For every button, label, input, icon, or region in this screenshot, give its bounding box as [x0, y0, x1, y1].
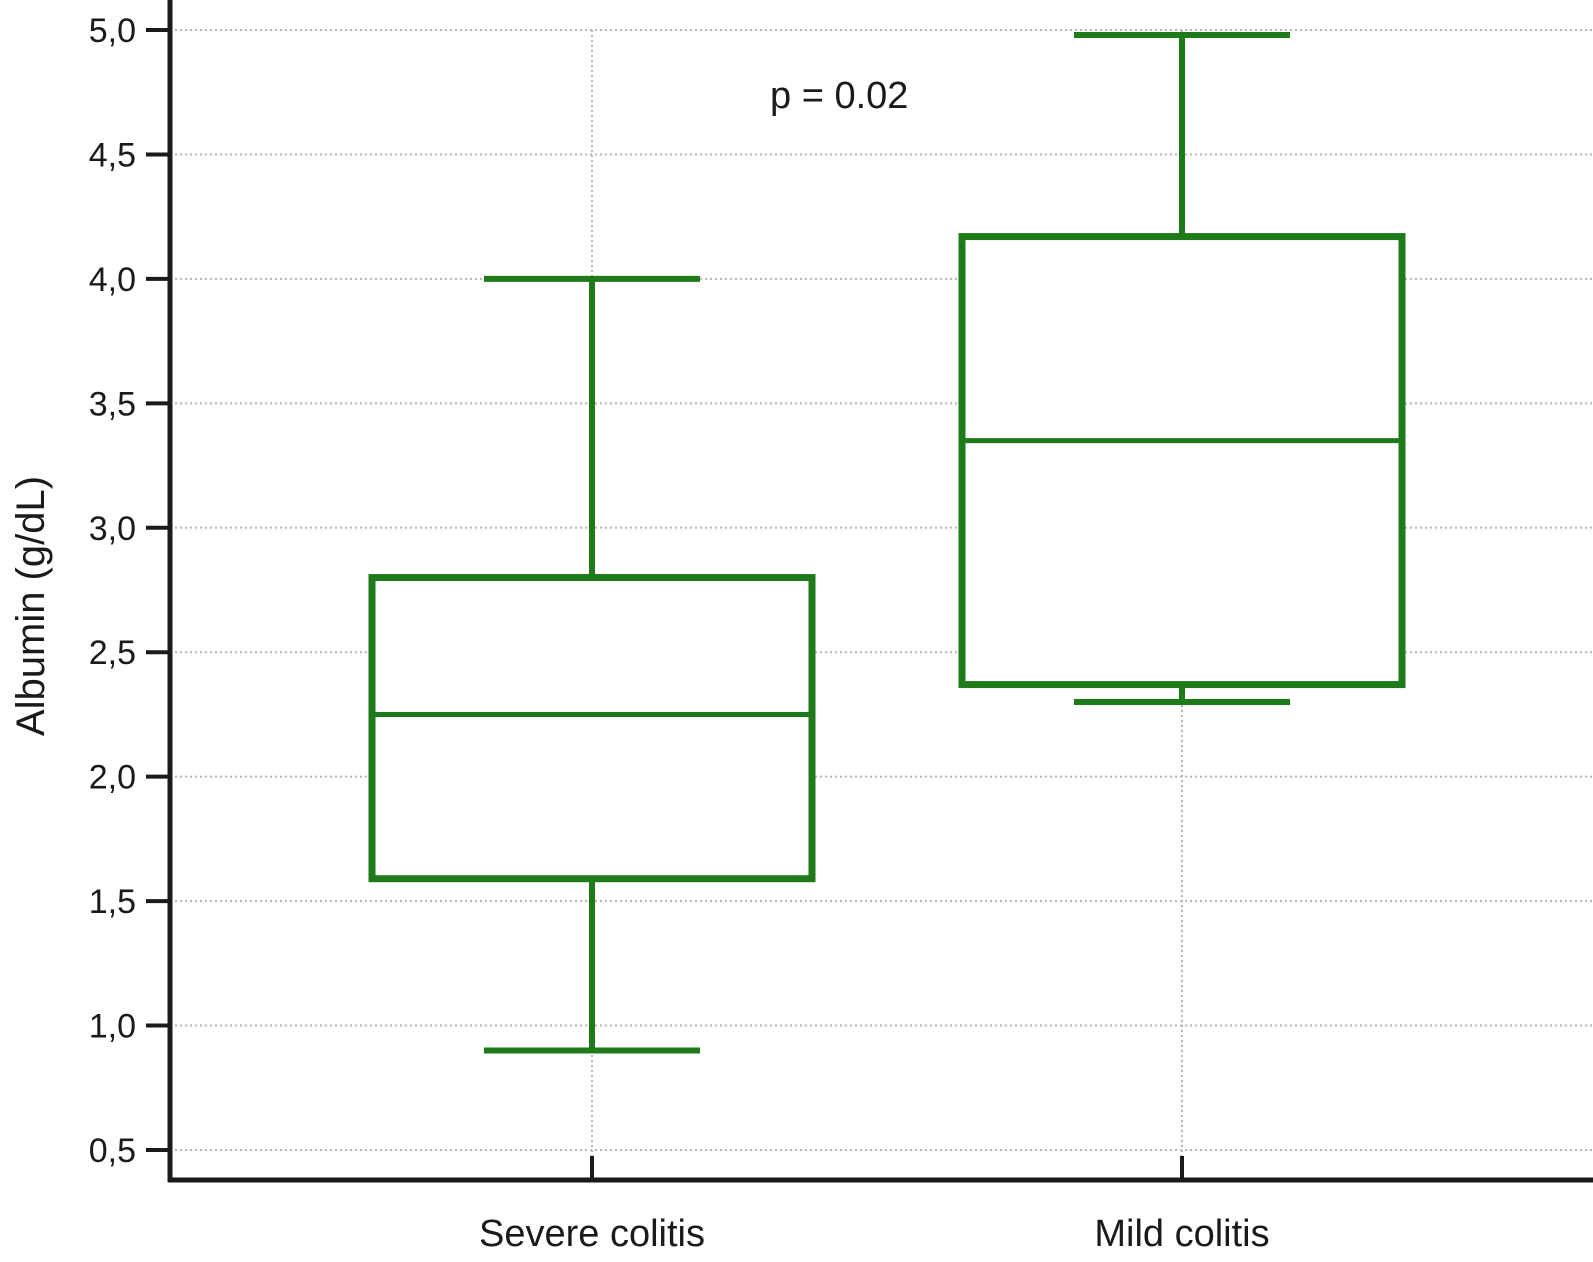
labels: Albumin (g/dL) p = 0.02 0,5 1,0 1,5 2,0 2,5 3…: [9, 12, 1270, 1255]
iqr-box: [958, 233, 1406, 689]
p-value-annotation: p = 0.02: [770, 75, 908, 117]
y-tick-label: 2,5: [89, 634, 136, 672]
y-tick-label: 1,0: [89, 1008, 136, 1046]
y-tick-label: 5,0: [89, 12, 136, 50]
y-tick-label: 4,0: [89, 261, 136, 299]
y-tick-label: 2,0: [89, 759, 136, 797]
y-tick-label: 4,5: [89, 136, 136, 174]
x-category-label: Mild colitis: [1094, 1213, 1269, 1255]
box-mild-colitis: [958, 31, 1406, 705]
axes: [146, 0, 1593, 1183]
y-tick-label: 3,0: [89, 510, 136, 548]
x-category-label: Severe colitis: [479, 1213, 705, 1255]
y-tick-label: 1,5: [89, 883, 136, 921]
box-severe-colitis: [368, 275, 816, 1054]
iqr-box: [368, 574, 816, 883]
y-axis-title: Albumin (g/dL): [9, 476, 53, 736]
y-tick-label: 3,5: [89, 385, 136, 423]
boxes: [368, 31, 1406, 1054]
y-tick-label: 0,5: [89, 1132, 136, 1170]
